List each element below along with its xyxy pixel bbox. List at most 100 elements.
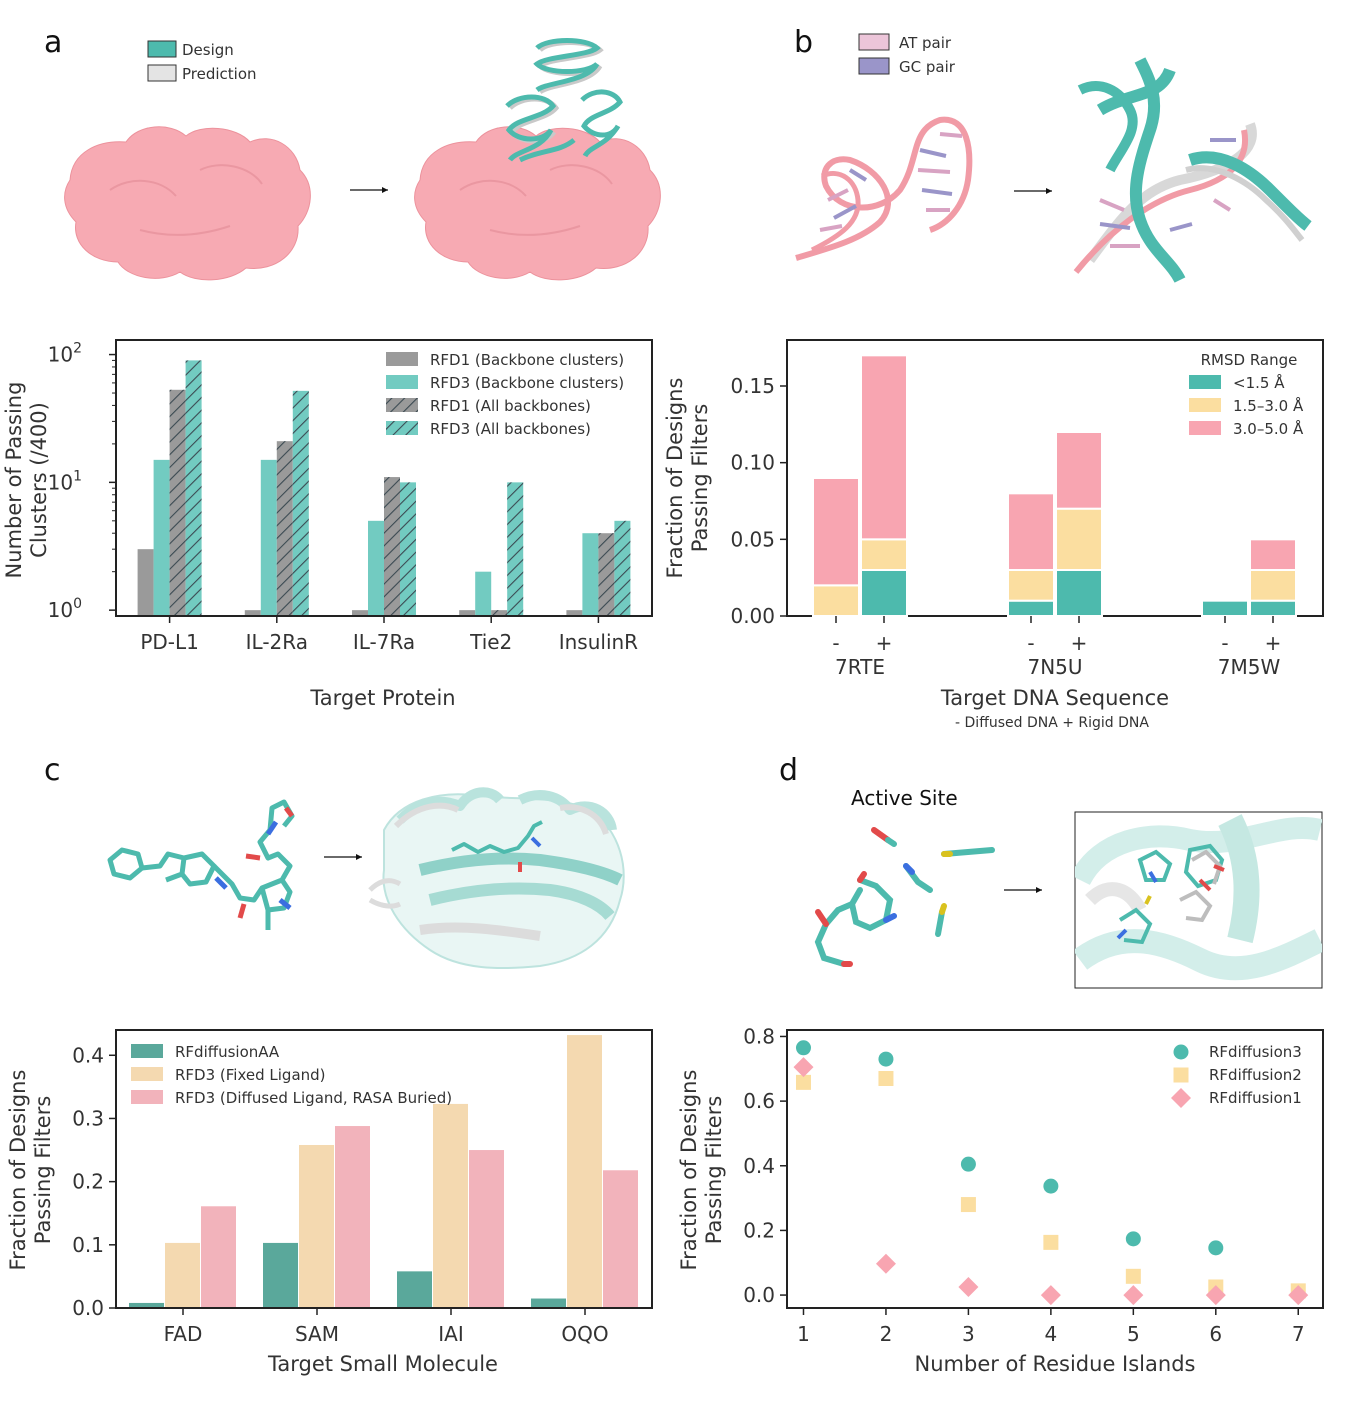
chart-b-bar-1-1 — [860, 538, 908, 571]
chart-a-bar-il-7ra-0 — [352, 610, 368, 615]
panel-label-d: d — [779, 753, 798, 788]
small-molecule-ligand — [107, 799, 295, 930]
chart-d-point-rfdiffusion3-4 — [1043, 1178, 1059, 1194]
arrow-c-head — [356, 854, 362, 860]
target-surface-right — [414, 126, 661, 281]
chart-d-point-rfdiffusion3-1 — [795, 1040, 811, 1056]
chart-d-points — [793, 1040, 1309, 1306]
chart-d-legend-label-2: RFdiffusion1 — [1209, 1089, 1302, 1107]
protein-ligand-complex — [368, 787, 625, 970]
chart-a-bar-tie2-1 — [475, 571, 492, 615]
chart-c-xtick-label-2: IAI — [438, 1322, 463, 1346]
chart-c-y-ticks: 0.0 0.1 0.2 0.3 0.4 — [72, 1043, 116, 1320]
design-swatch — [147, 40, 177, 58]
chart-d-legend-marker-2 — [1171, 1088, 1191, 1108]
chart-a-bar-tie2-0 — [459, 610, 476, 615]
chart-d-ytick-label-2: 0.4 — [743, 1154, 775, 1178]
chart-b-xtick-sign-3: + — [1071, 631, 1088, 655]
panel-label-c: c — [44, 753, 61, 788]
chart-a-legend-label-0: RFD1 (Backbone clusters) — [430, 351, 624, 369]
arrow-b-head — [1046, 188, 1052, 194]
chart-a-bar-hatch-pd-l1-3 — [185, 360, 202, 615]
chart-d-ylabel-line2: Passing Filters — [702, 1096, 726, 1245]
chart-b-bar-5-2 — [1249, 538, 1297, 571]
chart-a-bar-hatch-tie2-3 — [507, 482, 524, 615]
chart-a-xtick-label-3: Tie2 — [469, 630, 512, 654]
chart-b-bar-4-0 — [1201, 599, 1249, 618]
chart-d-legend-marker-0 — [1173, 1044, 1189, 1060]
chart-d-point-rfdiffusion3-5 — [1125, 1231, 1141, 1247]
chart-d-legend-label-0: RFdiffusion3 — [1209, 1043, 1302, 1061]
chart-d-xlabel: Number of Residue Islands — [915, 1352, 1196, 1376]
chart-c-legend-swatch-2 — [131, 1090, 163, 1104]
chart-a-bar-hatch-tie2-2 — [491, 610, 508, 615]
chart-b-group-label-0: 7RTE — [835, 655, 885, 679]
chart-c-ylabel-line1: Fraction of Designs — [6, 1070, 30, 1271]
chart-d-ylabel-line1: Fraction of Designs — [677, 1070, 701, 1271]
binder-helices — [505, 38, 623, 163]
chart-a-xtick-label-1: IL-2Ra — [246, 630, 308, 654]
chart-d-xtick-label-1: 2 — [880, 1322, 893, 1346]
chart-a-bar-pd-l1-0 — [137, 549, 154, 615]
chart-c-bar-fad-1 — [165, 1242, 200, 1307]
chart-d-point-rfdiffusion2-4 — [1043, 1234, 1059, 1250]
at-pair-swatch — [858, 33, 890, 51]
chart-b-ylabel-line1: Fraction of Designs — [663, 378, 687, 579]
chart-c-xtick-label-3: OQO — [561, 1322, 608, 1346]
chart-b-xtick-sign-2: - — [1027, 631, 1034, 655]
chart-c-bar-sam-1 — [299, 1144, 334, 1307]
chart-d-point-rfdiffusion1-6 — [1205, 1285, 1226, 1306]
chart-c-bar-fad-2 — [201, 1206, 236, 1307]
chart-b-ylabel-line2: Passing Filters — [688, 404, 712, 553]
chart-a-xlabel: Target Protein — [309, 686, 455, 710]
chart-c-ytick-label-2: 0.2 — [72, 1170, 104, 1194]
chart-c-bar-iai-1 — [433, 1103, 468, 1307]
panel-a-illustration: Design Prediction — [64, 38, 661, 281]
chart-a-bar-il-2ra-0 — [244, 610, 261, 615]
chart-a-ytick-label-0: 100 — [48, 596, 82, 622]
chart-a-xtick-label-0: PD-L1 — [140, 630, 199, 654]
chart-b-xtick-sign-5: + — [1265, 631, 1282, 655]
chart-a-bar-insulinr-0 — [566, 610, 583, 615]
chart-b-xtick-sign-4: - — [1221, 631, 1228, 655]
chart-b-bar-0-1 — [812, 584, 860, 617]
chart-c-bar-oqo-2 — [603, 1170, 638, 1307]
chart-c-ytick-label-3: 0.3 — [72, 1106, 104, 1130]
chart-d-y-ticks: 0.0 0.2 0.4 0.6 0.8 — [743, 1024, 787, 1307]
chart-a-y-ticks: 100 101 102 — [48, 341, 116, 622]
chart-b-legend-label-0: <1.5 Å — [1233, 373, 1285, 392]
chart-d-x-ticks: 1 2 3 4 5 6 7 — [797, 1308, 1305, 1346]
arrow-a-head — [382, 187, 388, 193]
chart-d-frame — [786, 1029, 1324, 1309]
chart-b-bar-2-2 — [1007, 492, 1055, 572]
chart-d-xtick-label-6: 7 — [1292, 1322, 1305, 1346]
chart-a-legend-label-3: RFD3 (All backbones) — [430, 420, 591, 438]
chart-b-bars — [812, 354, 1297, 618]
chart-b-group-label-1: 7N5U — [1027, 655, 1082, 679]
chart-d-point-rfdiffusion2-2 — [878, 1070, 894, 1086]
chart-c-ytick-label-4: 0.4 — [72, 1043, 104, 1067]
chart-c-bar-iai-0 — [397, 1271, 432, 1307]
chart-d-ytick-label-4: 0.8 — [743, 1024, 775, 1048]
active-site-title: Active Site — [851, 786, 958, 810]
chart-b-bar-0-2 — [812, 477, 860, 587]
chart-c-bar-oqo-1 — [567, 1035, 602, 1307]
chart-c-bar-sam-0 — [263, 1242, 298, 1307]
chart-d-ytick-label-1: 0.2 — [743, 1218, 775, 1242]
chart-a-legend-swatch-0 — [386, 352, 418, 366]
chart-d-xtick-label-5: 6 — [1209, 1322, 1222, 1346]
chart-d-point-rfdiffusion2-3 — [960, 1197, 976, 1213]
chart-b-x-ticks: - + - + - +7RTE 7N5U 7M5W — [832, 616, 1281, 679]
chart-c-xtick-label-1: SAM — [295, 1322, 339, 1346]
chart-d-xtick-label-4: 5 — [1127, 1322, 1140, 1346]
chart-c-bars — [129, 1035, 638, 1307]
chart-a-ylabel-line2: Clusters (/400) — [27, 402, 51, 558]
chart-c-legend-swatch-0 — [131, 1044, 163, 1058]
chart-d-point-rfdiffusion2-1 — [795, 1074, 811, 1090]
chart-b-bar-3-2 — [1055, 431, 1103, 510]
chart-c-legend-swatch-1 — [131, 1067, 163, 1081]
chart-d-legend: RFdiffusion3 RFdiffusion2 RFdiffusion1 — [1171, 1043, 1302, 1108]
chart-d-ytick-label-0: 0.0 — [743, 1283, 775, 1307]
